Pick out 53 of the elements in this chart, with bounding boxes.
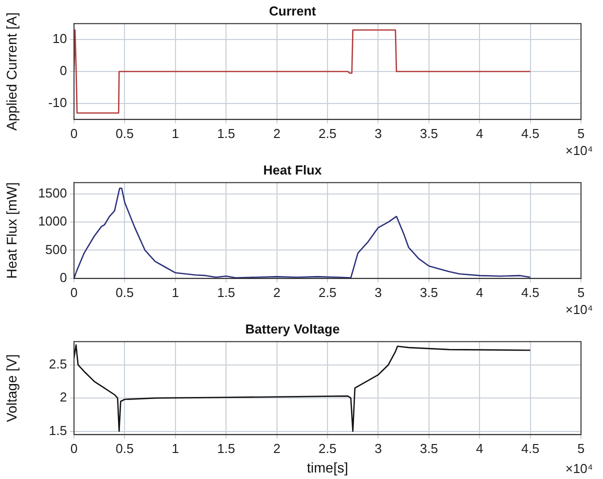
y-axis-title: Voltage [V] [3, 354, 20, 422]
text: ×10⁴ [565, 143, 593, 158]
x-tick-label: 2 [273, 284, 280, 300]
x-tick-label: 5 [577, 440, 585, 456]
chart-title: Current [269, 3, 317, 18]
x-tick-label: 0.5 [116, 126, 134, 141]
x-tick-label: 1 [172, 440, 180, 456]
y-axis-title: Applied Current [A] [3, 12, 20, 131]
x-tick-label: 2.5 [318, 440, 337, 456]
x-tick-label: 0.5 [116, 440, 134, 456]
x-tick-label: 1.5 [217, 284, 236, 300]
x-tick-label: 0 [70, 284, 78, 300]
x-tick-label: 3 [374, 284, 382, 300]
y-tick-label: 10 [52, 31, 67, 46]
x-tick-label: 2.5 [318, 126, 337, 141]
x-tick-label: 1.5 [217, 440, 236, 456]
y-tick-label: 1500 [38, 185, 67, 200]
y-tick-label: 0 [60, 270, 67, 285]
x-tick-label: 3 [374, 126, 382, 141]
y-tick-label: -10 [48, 95, 67, 110]
x-tick-label: 4.5 [521, 284, 540, 300]
x-tick-label: 3 [374, 440, 382, 456]
y-tick-label: 1.5 [48, 422, 67, 438]
x-tick-label: 1.5 [217, 126, 236, 141]
text: ×10⁴ [565, 461, 593, 476]
x-tick-label: 1 [172, 284, 180, 300]
x-tick-label: 2.5 [318, 284, 337, 300]
x-axis-title: time[s] [306, 459, 348, 476]
x-tick-label: 5 [577, 284, 585, 300]
text: ×10⁴ [565, 302, 593, 318]
y-tick-label: 500 [45, 242, 67, 257]
chart-title: Heat Flux [263, 162, 323, 178]
x-tick-label: 4 [476, 126, 484, 141]
y-tick-label: 0 [60, 63, 67, 78]
x-tick-label: 4.5 [521, 126, 540, 141]
x-tick-label: 4 [476, 440, 484, 456]
y-tick-label: 2.5 [48, 356, 67, 372]
x-tick-label: 4 [476, 284, 484, 300]
x-tick-label: 2 [273, 440, 280, 456]
x-tick-label: 5 [577, 126, 585, 141]
x-tick-label: 2 [273, 126, 280, 141]
x-tick-label: 3.5 [420, 440, 438, 456]
x-tick-label: 4.5 [521, 440, 540, 456]
y-tick-label: 2 [60, 390, 67, 405]
x-tick-label: 0.5 [116, 284, 134, 300]
x-tick-label: 3.5 [420, 126, 438, 141]
x-tick-label: 0 [70, 126, 78, 141]
x-tick-label: 1 [172, 126, 180, 141]
x-tick-label: 3.5 [420, 284, 438, 300]
y-axis-title: Heat Flux [mW] [3, 182, 20, 279]
y-tick-label: 1000 [38, 214, 67, 229]
chart-title: Battery Voltage [245, 321, 340, 336]
x-tick-label: 0 [70, 440, 78, 456]
